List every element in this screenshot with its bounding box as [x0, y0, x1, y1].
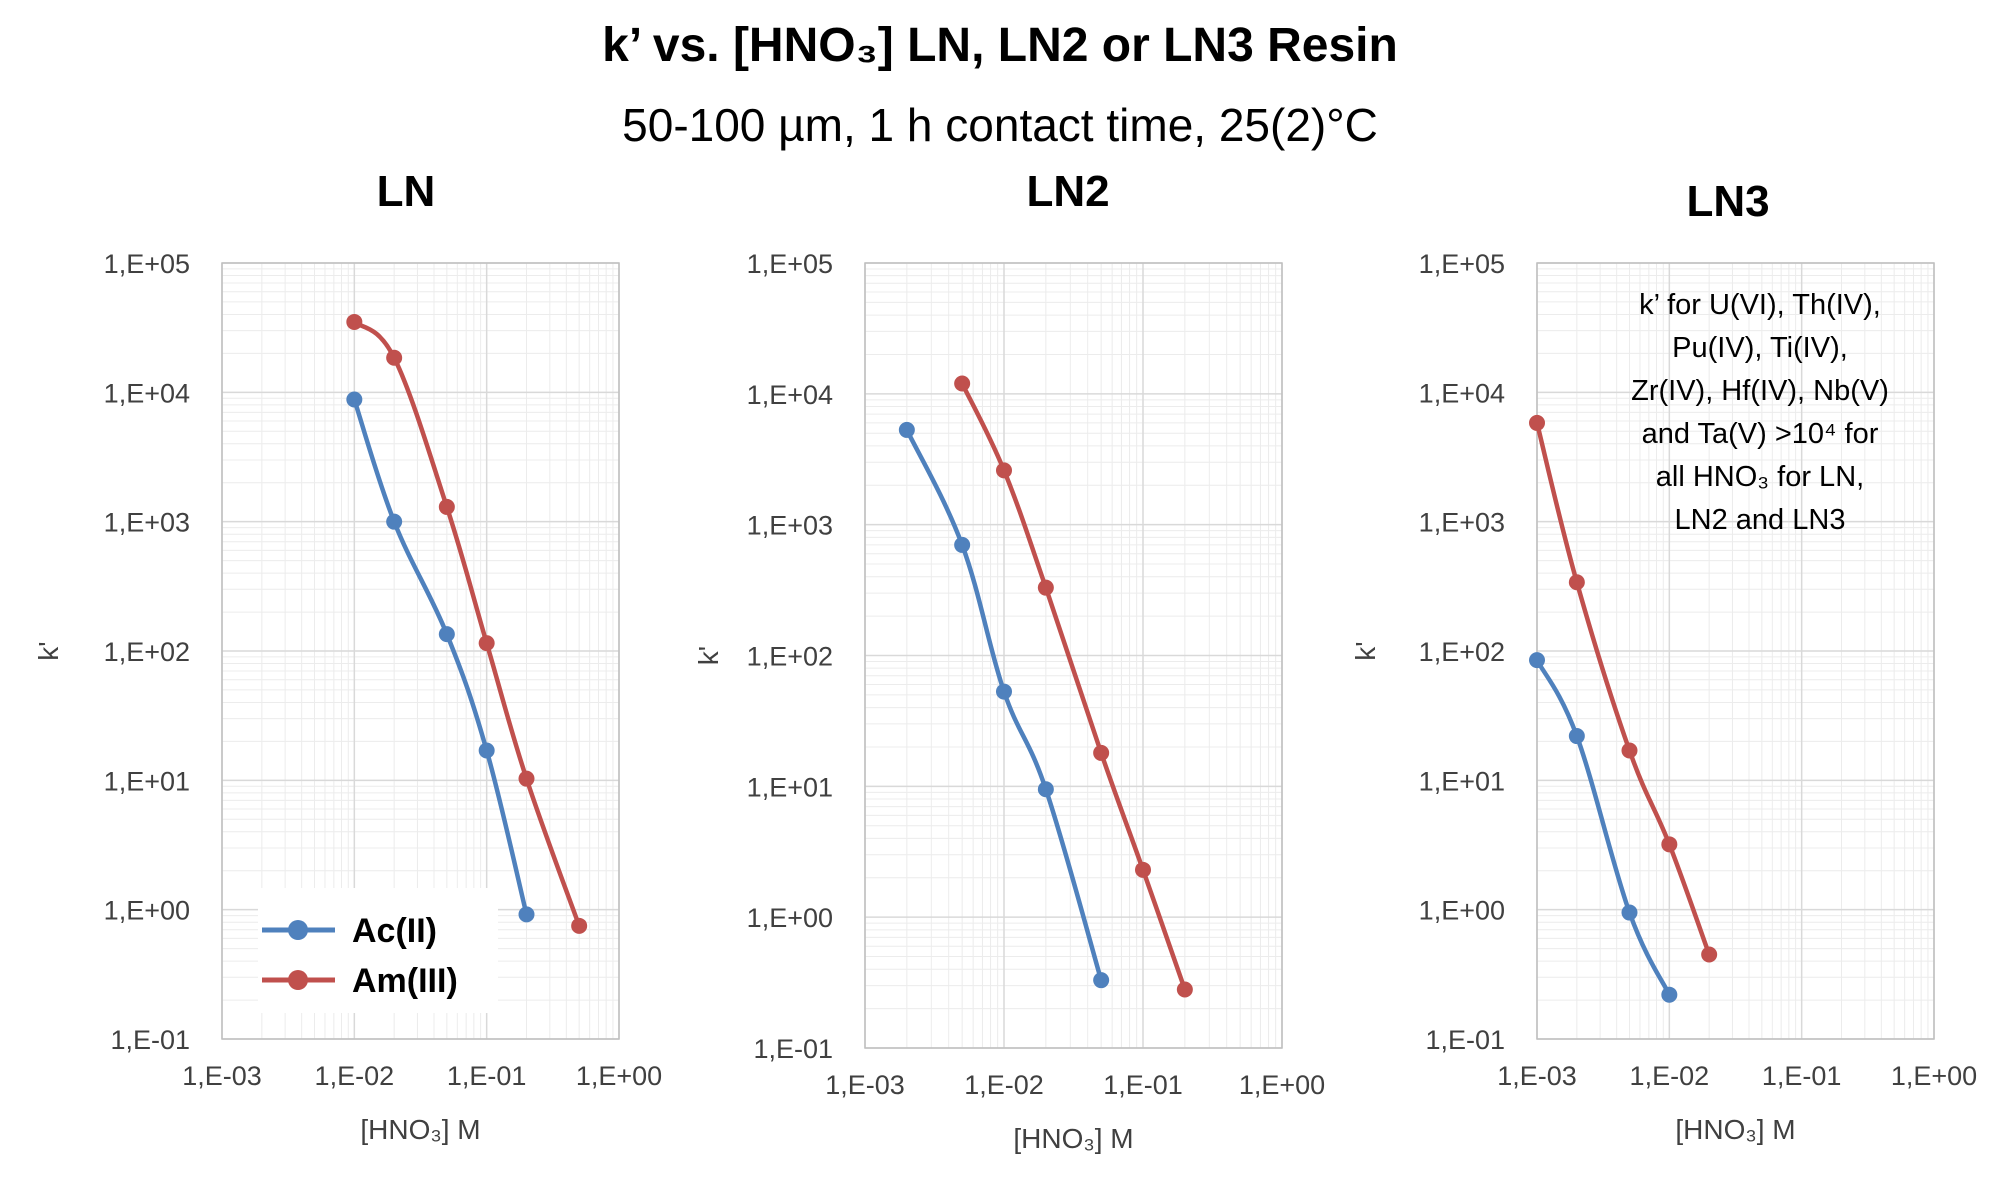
chart-panel-1: 1,E-03 1,E-02 1,E-01 1,E+00 1,E-01 1,E+00 1,E+…	[33, 167, 662, 1145]
y-tick-label: 1,E+04	[1419, 378, 1505, 408]
data-point-Am(III)	[1093, 744, 1110, 761]
chart-panel-3: 1,E-03 1,E-02 1,E-01 1,E+00 1,E-01 1,E+00 1,E+…	[1350, 177, 1977, 1145]
x-tick-label: 1,E+00	[1891, 1061, 1977, 1091]
x-tick-label: 1,E-02	[1630, 1061, 1710, 1091]
data-point-Am(III)	[571, 917, 588, 934]
y-tick-label: 1,E+05	[747, 249, 833, 279]
annotation-line: all HNO₃ for LN,	[1656, 461, 1864, 493]
data-point-Ac(II)	[1529, 652, 1545, 669]
data-point-Am(III)	[1701, 946, 1718, 963]
data-point-Ac(II)	[898, 421, 915, 438]
panel-title: LN	[377, 167, 436, 216]
main-title: k’ vs. [HNO₃] LN, LN2 or LN3 Resin	[602, 19, 1398, 72]
annotation-line: Pu(IV), Ti(IV),	[1672, 332, 1848, 364]
data-point-Ac(II)	[1568, 728, 1585, 745]
legend: Ac(II) Am(III)	[258, 888, 498, 1013]
y-tick-label: 1,E+04	[747, 380, 833, 410]
x-tick-label: 1,E-03	[182, 1061, 262, 1091]
main-subtitle: 50-100 µm, 1 h contact time, 25(2)°C	[622, 99, 1378, 151]
y-tick-label: 1,E+01	[1419, 766, 1505, 796]
plot-area	[864, 262, 1283, 1049]
y-axis-label: k'	[1350, 641, 1381, 660]
x-tick-label: 1,E-02	[315, 1061, 395, 1091]
x-axis-label: [HNO₃] M	[1013, 1123, 1133, 1154]
legend-label: Ac(II)	[352, 912, 437, 950]
series-line-Am(III)	[1534, 422, 1712, 956]
data-point-Am(III)	[1621, 742, 1638, 759]
y-tick-label: 1,E+00	[747, 903, 833, 933]
x-tick-label: 1,E-03	[1497, 1061, 1577, 1091]
legend-marker	[288, 970, 308, 990]
y-tick-label: 1,E-01	[753, 1034, 833, 1064]
x-tick-label: 1,E-01	[1762, 1061, 1842, 1091]
data-point-Ac(II)	[386, 513, 403, 530]
data-point-Ac(II)	[518, 906, 535, 923]
data-point-Am(III)	[346, 313, 363, 330]
panel-title: LN3	[1686, 177, 1769, 226]
x-tick-label: 1,E-01	[1103, 1070, 1183, 1100]
series-line-Am(III)	[960, 382, 1187, 991]
y-tick-label: 1,E+05	[1419, 249, 1505, 279]
legend-marker	[288, 920, 308, 940]
data-point-Ac(II)	[478, 742, 495, 759]
y-tick-label: 1,E+02	[1419, 637, 1505, 667]
data-point-Ac(II)	[346, 391, 363, 408]
data-point-Am(III)	[996, 462, 1012, 479]
data-point-Ac(II)	[1661, 986, 1678, 1003]
data-point-Ac(II)	[1621, 904, 1638, 921]
x-tick-label: 1,E+00	[576, 1061, 662, 1091]
data-point-Am(III)	[1568, 574, 1585, 591]
x-tick-label: 1,E+00	[1239, 1070, 1325, 1100]
data-point-Am(III)	[954, 375, 971, 392]
data-point-Ac(II)	[438, 626, 455, 643]
x-tick-label: 1,E-01	[447, 1061, 527, 1091]
data-point-Am(III)	[518, 770, 535, 787]
y-tick-label: 1,E+01	[747, 772, 833, 802]
data-point-Ac(II)	[954, 536, 971, 553]
x-tick-label: 1,E-02	[964, 1070, 1044, 1100]
y-tick-label: 1,E+01	[104, 766, 190, 796]
annotation-line: LN2 and LN3	[1675, 504, 1846, 536]
chart-panel-2: 1,E-03 1,E-02 1,E-01 1,E+00 1,E-01 1,E+00 1,E+…	[693, 167, 1325, 1154]
y-tick-label: 1,E+03	[104, 508, 190, 538]
panel-title: LN2	[1026, 167, 1109, 216]
y-tick-label: 1,E+02	[104, 637, 190, 667]
legend-label: Am(III)	[352, 962, 458, 1000]
data-point-Am(III)	[438, 498, 455, 515]
y-tick-label: 1,E+03	[747, 511, 833, 541]
plot-area	[221, 262, 620, 1040]
series-line-Ac(II)	[1535, 659, 1672, 996]
data-point-Am(III)	[1661, 836, 1678, 853]
y-tick-label: 1,E+04	[104, 378, 190, 408]
data-point-Ac(II)	[1093, 972, 1110, 989]
data-point-Ac(II)	[996, 683, 1012, 700]
y-tick-label: 1,E-01	[110, 1025, 190, 1055]
data-point-Am(III)	[1176, 981, 1193, 998]
x-axis-label: [HNO₃] M	[1675, 1114, 1795, 1145]
y-tick-label: 1,E+05	[104, 249, 190, 279]
annotation-line: and Ta(V) >10⁴ for	[1642, 418, 1879, 450]
y-axis-label: k'	[33, 641, 64, 660]
data-point-Am(III)	[478, 635, 495, 652]
x-tick-label: 1,E-03	[825, 1070, 905, 1100]
y-tick-label: 1,E-01	[1425, 1025, 1505, 1055]
x-axis-label: [HNO₃] M	[360, 1114, 480, 1145]
annotation-line: k’ for U(VI), Th(IV),	[1639, 289, 1881, 321]
data-point-Am(III)	[386, 349, 403, 366]
y-tick-label: 1,E+00	[104, 896, 190, 926]
data-point-Am(III)	[1529, 414, 1545, 431]
data-point-Ac(II)	[1037, 781, 1054, 798]
annotation-line: Zr(IV), Hf(IV), Nb(V)	[1631, 375, 1889, 407]
legend-box	[258, 888, 498, 1013]
y-axis-label: k'	[693, 646, 724, 665]
plot-area	[1536, 262, 1935, 1040]
annotation-note: k’ for U(VI), Th(IV), Pu(IV), Ti(IV), Zr(I…	[1631, 289, 1889, 536]
y-tick-label: 1,E+03	[1419, 508, 1505, 538]
data-point-Am(III)	[1135, 861, 1151, 878]
y-tick-label: 1,E+02	[747, 642, 833, 672]
y-tick-label: 1,E+00	[1419, 896, 1505, 926]
data-point-Am(III)	[1037, 579, 1054, 596]
